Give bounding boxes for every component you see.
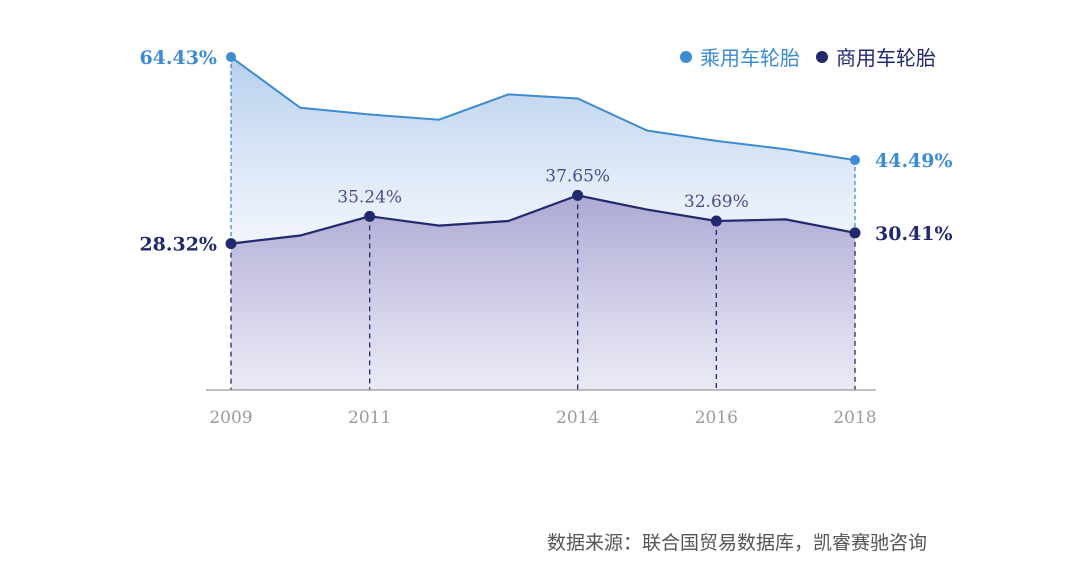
data-label: 64.43%: [139, 47, 217, 69]
commercial-point: [849, 227, 861, 239]
legend-dot-passenger: [680, 50, 692, 63]
passenger-point: [850, 155, 860, 166]
data-label: 32.69%: [684, 192, 749, 212]
legend-dot-commercial: [816, 50, 828, 63]
commercial-point: [364, 210, 376, 222]
x-tick-label: 2014: [556, 408, 599, 428]
x-tick-label: 2016: [695, 408, 738, 428]
data-label: 44.49%: [875, 150, 953, 172]
legend-item-commercial: 商用车轮胎: [816, 42, 936, 71]
passenger-area: [231, 57, 855, 244]
source-note: 数据来源：联合国贸易数据库，凯睿赛驰咨询: [547, 532, 928, 554]
x-tick-label: 2011: [348, 408, 391, 428]
commercial-line: [230, 194, 856, 245]
legend-item-passenger: 乘用车轮胎: [680, 42, 800, 71]
data-label: 30.41%: [875, 223, 953, 245]
chart-legend: 乘用车轮胎 商用车轮胎: [680, 42, 952, 71]
data-label: 37.65%: [545, 166, 610, 186]
passenger-line: [230, 56, 856, 162]
legend-label-passenger: 乘用车轮胎: [700, 46, 800, 70]
data-label: 35.24%: [337, 187, 402, 207]
passenger-point: [226, 52, 236, 62]
data-label: 28.32%: [139, 234, 217, 256]
commercial-area: [231, 195, 855, 390]
legend-label-commercial: 商用车轮胎: [836, 46, 936, 70]
x-tick-label: 2009: [209, 408, 252, 428]
commercial-point: [225, 238, 237, 250]
x-tick-label: 2018: [833, 408, 876, 428]
commercial-point: [572, 189, 584, 201]
commercial-point: [710, 215, 722, 227]
